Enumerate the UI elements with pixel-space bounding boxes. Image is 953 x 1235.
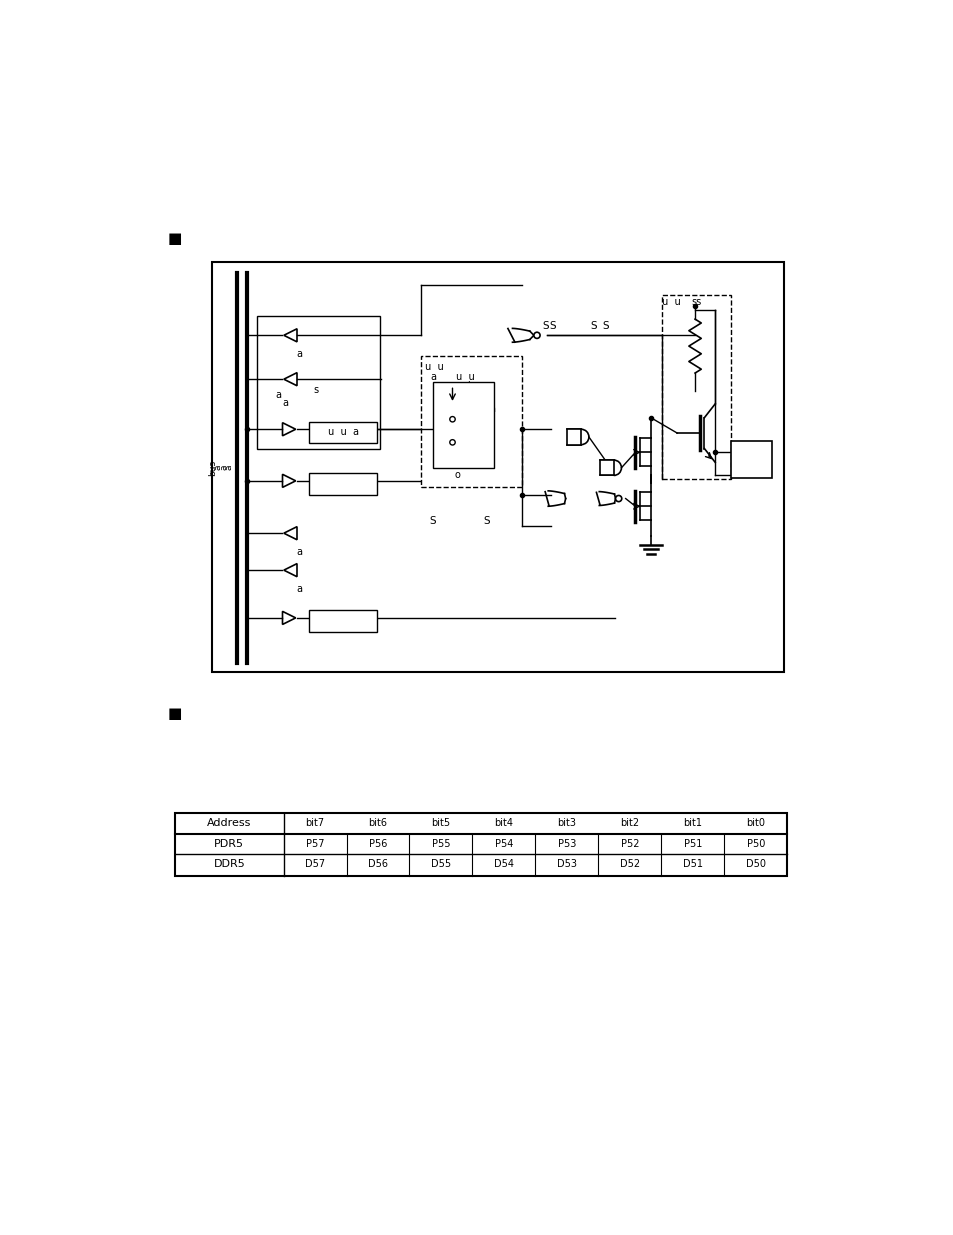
Bar: [433, 382, 493, 468]
Bar: [731, 441, 771, 478]
Text: D52: D52: [619, 860, 639, 869]
Text: D55: D55: [431, 860, 451, 869]
Text: u  u: u u: [425, 362, 444, 372]
Text: S: S: [429, 515, 436, 526]
Text: S: S: [601, 321, 608, 331]
Bar: [309, 473, 377, 495]
Text: a: a: [431, 372, 436, 382]
Text: D56: D56: [368, 860, 388, 869]
Text: s: s: [313, 385, 317, 395]
Circle shape: [449, 416, 455, 422]
Text: u  u  a: u u a: [328, 427, 358, 437]
Text: S: S: [590, 321, 597, 331]
Text: bit6: bit6: [368, 819, 387, 829]
Text: P57: P57: [306, 840, 324, 850]
Bar: [174, 813, 786, 876]
Text: S: S: [542, 321, 548, 331]
Circle shape: [615, 495, 621, 501]
Text: a: a: [295, 350, 302, 359]
Text: bit1: bit1: [682, 819, 701, 829]
Text: ■: ■: [168, 706, 182, 721]
Circle shape: [449, 440, 455, 445]
Text: a: a: [275, 390, 281, 400]
Text: a: a: [489, 404, 496, 414]
Text: a: a: [225, 466, 233, 471]
Text: bit4: bit4: [494, 819, 513, 829]
Text: D50: D50: [745, 860, 765, 869]
Bar: [567, 430, 580, 445]
Bar: [257, 316, 379, 448]
Text: P56: P56: [369, 840, 387, 850]
Text: P50: P50: [746, 840, 764, 850]
Text: bit3: bit3: [557, 819, 576, 829]
Text: P52: P52: [620, 840, 639, 850]
Bar: [309, 610, 377, 632]
Text: bus: bus: [209, 459, 217, 475]
Text: D57: D57: [305, 860, 325, 869]
Text: a: a: [295, 547, 302, 557]
Text: D51: D51: [682, 860, 702, 869]
Text: bit2: bit2: [619, 819, 639, 829]
Circle shape: [534, 332, 539, 338]
Text: a: a: [295, 584, 302, 594]
Text: u  u: u u: [456, 372, 475, 382]
Text: P51: P51: [683, 840, 701, 850]
Text: a: a: [213, 466, 223, 471]
Bar: [421, 356, 521, 487]
Text: PDR5: PDR5: [214, 840, 244, 850]
Text: ss: ss: [691, 296, 700, 306]
Text: P54: P54: [495, 840, 513, 850]
Text: ■: ■: [168, 231, 182, 246]
Text: P55: P55: [432, 840, 450, 850]
Text: bit7: bit7: [305, 819, 324, 829]
Text: Address: Address: [207, 819, 252, 829]
Bar: [309, 421, 377, 443]
Text: DDR5: DDR5: [213, 860, 245, 869]
Text: bit5: bit5: [431, 819, 450, 829]
Text: P53: P53: [558, 840, 576, 850]
Text: S: S: [549, 321, 556, 331]
Text: o: o: [454, 471, 459, 480]
Bar: [661, 294, 731, 479]
Text: S: S: [483, 515, 490, 526]
Bar: [212, 262, 783, 672]
Bar: [599, 461, 613, 475]
Text: D54: D54: [494, 860, 514, 869]
Text: D53: D53: [557, 860, 577, 869]
Text: ab: ab: [462, 380, 475, 390]
Text: bit0: bit0: [745, 819, 764, 829]
Text: u  u: u u: [661, 296, 679, 306]
Text: a: a: [219, 466, 228, 471]
Text: a: a: [282, 398, 288, 408]
